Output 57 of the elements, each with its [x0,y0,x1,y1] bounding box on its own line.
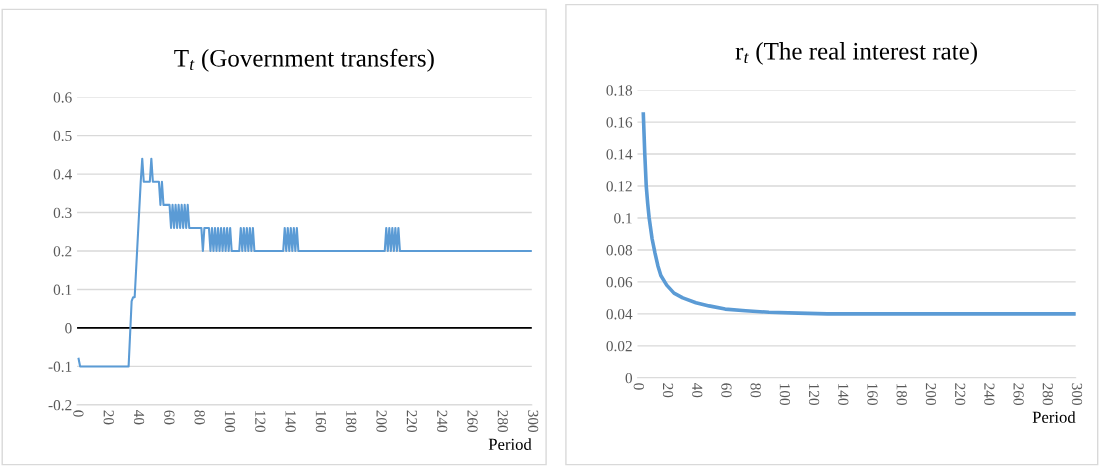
y-tick-label: 0.1 [614,213,632,224]
y-tick-label: 0.06 [606,277,633,288]
y-tick-label: -0.2 [48,400,72,411]
x-tick-label: 80 [750,383,761,398]
chart-title: r$_{t}$ (The real interest rate) [735,42,977,65]
x-tick-label: 40 [133,410,145,425]
x-tick-label: 240 [984,383,995,405]
y-tick-label: 0 [65,323,72,334]
x-tick-label: 220 [955,383,966,405]
y-tick-label: 0.2 [53,246,72,257]
x-tick-label: 100 [224,411,236,433]
x-tick-label: 300 [1071,383,1083,405]
line-series [77,157,532,368]
y-tick-label: 0.1 [53,284,72,295]
y-tick-label: 0.6 [53,92,72,103]
x-tick-label: 300 [527,410,539,433]
x-tick-label: 260 [467,410,478,433]
y-tick-label: 0 [625,372,633,384]
x-axis-title: Period [1032,411,1076,423]
y-tick-label: 0.18 [606,85,633,96]
x-tick-label: 200 [925,383,937,405]
y-tick-label: -0.1 [48,361,72,372]
y-tick-label: 0.12 [606,181,632,192]
y-tick-label: 0.04 [606,309,633,320]
x-tick-label: 280 [497,410,508,433]
y-tick-label: 0.5 [53,130,72,142]
x-tick-label: 40 [692,382,703,398]
x-tick-label: 120 [255,411,266,433]
y-tick-label: 0.02 [606,340,632,352]
x-tick-label: 180 [346,411,357,433]
x-tick-label: 60 [164,410,175,425]
x-tick-label: 180 [896,384,907,405]
y-tick-label: 0.14 [606,149,633,160]
x-tick-label: 260 [1013,383,1024,405]
x-tick-label: 160 [315,411,327,433]
x-tick-label: 140 [285,411,296,433]
y-tick-label: 0.4 [53,169,72,180]
x-tick-label: 280 [1042,383,1053,405]
x-tick-label: 160 [867,384,878,405]
x-tick-label: 0 [73,410,84,417]
x-tick-label: 200 [376,410,387,433]
x-tick-label: 80 [194,410,205,425]
y-tick-label: 0.3 [53,207,72,219]
x-tick-label: 0 [633,383,644,390]
x-tick-label: 60 [721,383,732,398]
line-series [641,112,1076,316]
chart-title: T$_{t}$ (Government transfers) [174,48,434,72]
y-tick-label: 0.16 [606,117,633,128]
x-tick-label: 220 [406,410,418,433]
x-axis-title: Period [488,438,532,450]
x-tick-label: 240 [437,410,448,433]
x-tick-label: 100 [779,384,791,405]
x-tick-label: 140 [838,384,849,405]
x-tick-label: 120 [808,384,820,405]
y-tick-label: 0.08 [606,245,633,256]
x-tick-label: 20 [662,383,674,398]
x-tick-label: 20 [103,410,114,425]
